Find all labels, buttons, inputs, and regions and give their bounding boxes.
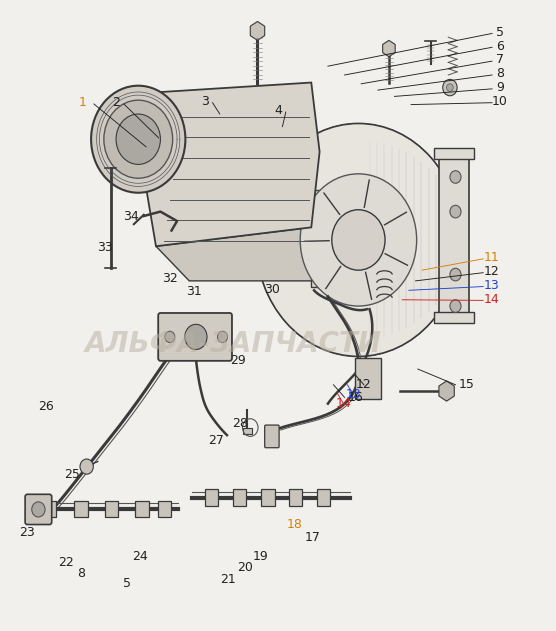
Text: 22: 22 [58,556,74,569]
FancyBboxPatch shape [434,148,474,160]
Bar [43,500,56,517]
FancyBboxPatch shape [311,189,361,287]
Circle shape [32,502,45,517]
Bar [158,500,171,517]
Text: 5: 5 [496,26,504,38]
Circle shape [165,331,175,343]
Text: 5: 5 [123,577,131,589]
Text: 26: 26 [38,400,54,413]
Bar [261,489,275,505]
Text: 18: 18 [287,518,302,531]
Text: 14: 14 [484,293,499,305]
Text: 7: 7 [496,54,504,66]
Text: 21: 21 [220,574,236,586]
Text: 13: 13 [345,387,361,401]
Text: 4: 4 [274,104,282,117]
Circle shape [91,86,185,192]
Text: 12: 12 [484,265,499,278]
Circle shape [104,100,172,178]
Bar [317,489,330,505]
Text: 31: 31 [186,285,202,298]
Text: 30: 30 [265,283,280,295]
Text: 23: 23 [19,526,35,540]
Circle shape [332,209,385,270]
Text: 32: 32 [162,273,178,285]
Circle shape [300,174,416,306]
Text: 24: 24 [132,550,148,562]
Bar [232,489,246,505]
Polygon shape [156,227,320,281]
FancyBboxPatch shape [355,358,381,399]
Circle shape [116,114,161,165]
Text: 34: 34 [123,209,139,223]
FancyBboxPatch shape [434,312,474,323]
FancyBboxPatch shape [25,494,52,524]
Text: 3: 3 [201,95,208,108]
Circle shape [185,324,207,350]
Circle shape [256,124,461,357]
FancyBboxPatch shape [158,313,232,361]
Text: 14: 14 [336,397,351,410]
Text: 6: 6 [496,40,504,52]
Circle shape [217,331,227,343]
Text: 9: 9 [496,81,504,94]
Text: АЛЬФА-ЗАПЧАСТИ: АЛЬФА-ЗАПЧАСТИ [85,330,382,358]
Circle shape [450,171,461,183]
Text: 8: 8 [496,68,504,80]
Bar [75,500,88,517]
Text: 13: 13 [484,279,499,292]
Text: 10: 10 [492,95,508,108]
Polygon shape [142,83,320,246]
FancyBboxPatch shape [439,158,469,322]
Text: 33: 33 [97,241,113,254]
Bar [105,500,118,517]
Text: 25: 25 [64,468,80,481]
Text: 12: 12 [356,378,372,391]
Text: 2: 2 [112,96,120,109]
Circle shape [80,459,93,474]
FancyBboxPatch shape [265,425,279,448]
Circle shape [450,205,461,218]
Circle shape [446,84,453,91]
Text: 28: 28 [232,417,248,430]
Text: 17: 17 [305,531,320,544]
Text: 11: 11 [484,251,499,264]
Circle shape [443,80,457,96]
Text: 1: 1 [79,96,87,109]
Circle shape [450,300,461,312]
Bar [205,489,218,505]
Text: 16: 16 [348,391,364,404]
Text: 29: 29 [230,355,246,367]
Text: 15: 15 [459,378,474,391]
Text: 19: 19 [252,550,268,562]
Bar [242,428,252,434]
Bar [136,500,149,517]
Text: 27: 27 [208,433,224,447]
Text: 8: 8 [77,567,85,580]
Circle shape [450,268,461,281]
Bar [289,489,302,505]
Text: 20: 20 [237,561,252,574]
